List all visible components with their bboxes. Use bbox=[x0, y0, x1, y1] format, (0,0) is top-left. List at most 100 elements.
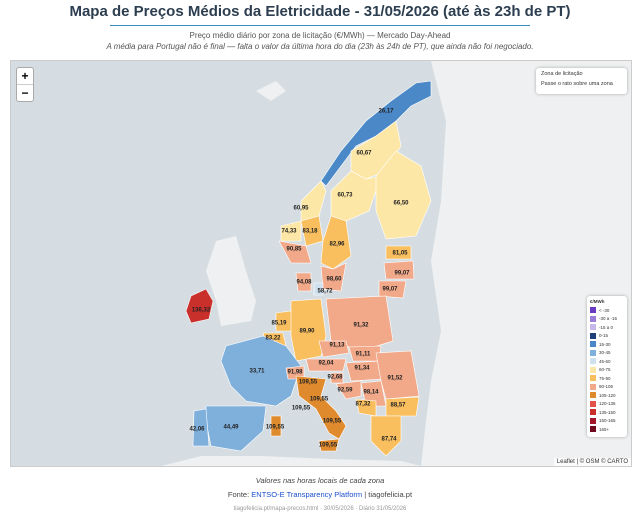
land bbox=[421, 61, 631, 466]
zone-price-label: 89,90 bbox=[299, 329, 315, 335]
land bbox=[256, 81, 286, 101]
zone-price-label: 83,18 bbox=[302, 229, 318, 235]
bidding-zone[interactable] bbox=[280, 220, 302, 242]
legend-item: 30-45 bbox=[590, 349, 624, 358]
bidding-zone[interactable] bbox=[305, 358, 347, 372]
bidding-zone[interactable] bbox=[385, 396, 420, 417]
zone-price-label: 91,34 bbox=[354, 366, 370, 372]
zone-price-label: 33,71 bbox=[249, 369, 265, 375]
legend-label: 30-45 bbox=[599, 350, 611, 356]
bidding-zone[interactable] bbox=[320, 215, 352, 270]
legend-swatch bbox=[590, 349, 596, 356]
legend-label: 0-15 bbox=[599, 333, 609, 339]
legend-swatch bbox=[590, 375, 596, 382]
bidding-zone[interactable] bbox=[192, 408, 210, 447]
legend-label: 120-135 bbox=[599, 401, 616, 407]
bidding-zone[interactable] bbox=[318, 340, 350, 358]
bidding-zone[interactable] bbox=[220, 335, 302, 407]
legend-label: 105-120 bbox=[599, 392, 616, 398]
legend-swatch bbox=[590, 324, 596, 331]
zoom-out[interactable]: − bbox=[21, 86, 29, 100]
bidding-zone[interactable] bbox=[378, 280, 407, 299]
bidding-zone[interactable] bbox=[375, 150, 432, 240]
title: Mapa de Preços Médios da Eletricidade - … bbox=[69, 3, 571, 20]
zone-price-label: 74,33 bbox=[281, 229, 297, 235]
legend-item: 60-75 bbox=[590, 366, 624, 375]
zone-price-label: 91,52 bbox=[387, 376, 403, 382]
legend-item: -15 a 0 bbox=[590, 323, 624, 332]
attribution[interactable]: Leaflet | © OSM © CARTO bbox=[553, 458, 631, 466]
zone-price-label: 91,32 bbox=[353, 323, 369, 329]
legend-label: 45-60 bbox=[599, 358, 611, 364]
legend-item: 75-90 bbox=[590, 374, 624, 383]
bidding-zone[interactable] bbox=[375, 350, 420, 400]
map[interactable]: 26,17 60,67 60,73 66,50 60,95 74,33 83,18 90,85… bbox=[10, 60, 632, 467]
legend-swatch bbox=[590, 426, 596, 433]
bidding-zone[interactable] bbox=[313, 282, 324, 296]
footer-url: tiagofelicia.pt/mapa-precos.html · 30/05… bbox=[233, 506, 407, 512]
zone-price-label: 58,72 bbox=[317, 289, 333, 295]
legend-swatch bbox=[590, 366, 596, 373]
bidding-zone[interactable] bbox=[370, 415, 402, 457]
legend-label: 75-90 bbox=[599, 375, 611, 381]
zone-price-label: 98,14 bbox=[363, 390, 379, 396]
info-box: Zona de licitação Passe o rato sobre uma… bbox=[536, 68, 627, 94]
bidding-zone[interactable] bbox=[383, 260, 415, 280]
bidding-zone[interactable] bbox=[320, 80, 432, 187]
zone-price-label: 92,04 bbox=[318, 361, 334, 367]
zone-price-label: 136,32 bbox=[192, 308, 211, 314]
title-rule bbox=[110, 25, 530, 26]
zone-price-label: 87,74 bbox=[381, 437, 397, 443]
zone-price-label: 42,06 bbox=[189, 427, 205, 433]
zone-price-label: 26,17 bbox=[378, 109, 394, 115]
legend-label: < -30 bbox=[599, 307, 610, 313]
zone-price-label: 60,67 bbox=[356, 151, 372, 157]
source-prefix: Fonte: bbox=[227, 490, 250, 499]
bidding-zone[interactable] bbox=[335, 380, 362, 400]
legend-label: 135-150 bbox=[599, 409, 616, 415]
zone-price-label: 60,95 bbox=[293, 206, 309, 212]
zone-price-label: 91,13 bbox=[329, 343, 345, 349]
legend-item: < -30 bbox=[590, 306, 624, 315]
bidding-zone[interactable] bbox=[295, 375, 347, 440]
map-canvas[interactable]: 26,17 60,67 60,73 66,50 60,95 74,33 83,18 90,85… bbox=[11, 61, 631, 466]
zone-price-label: 60,73 bbox=[337, 193, 353, 199]
bidding-zone[interactable] bbox=[270, 415, 282, 437]
subtitle: Preço médio diário por zona de licitação… bbox=[189, 31, 451, 40]
source-link[interactable]: ENTSO-E Transparency Platform bbox=[251, 490, 363, 499]
sea bbox=[11, 61, 261, 466]
bidding-zone[interactable] bbox=[185, 288, 214, 324]
legend-swatch bbox=[590, 315, 596, 322]
bidding-zone[interactable] bbox=[318, 438, 340, 452]
legend-swatch bbox=[590, 358, 596, 365]
zone-price-label: 82,96 bbox=[329, 242, 345, 248]
zone-price-label: 109,55 bbox=[310, 397, 329, 403]
legend-swatch bbox=[590, 400, 596, 407]
legend-swatch bbox=[590, 392, 596, 399]
bidding-zone[interactable] bbox=[385, 245, 412, 260]
land bbox=[206, 236, 256, 326]
zone-price-label: 90,85 bbox=[286, 247, 302, 253]
legend-item: 0-15 bbox=[590, 332, 624, 341]
legend-swatch bbox=[590, 332, 596, 339]
bidding-zone[interactable] bbox=[295, 272, 312, 292]
land bbox=[161, 456, 421, 466]
legend-swatch bbox=[590, 409, 596, 416]
legend-swatch bbox=[590, 383, 596, 390]
bidding-zone[interactable] bbox=[300, 180, 327, 222]
zone-price-label: 91,98 bbox=[287, 370, 303, 376]
zone-price-label: 109,55 bbox=[266, 425, 285, 431]
legend-label: 90-105 bbox=[599, 384, 614, 390]
zoom-in[interactable]: + bbox=[17, 68, 33, 85]
legend-item: 15-30 bbox=[590, 340, 624, 349]
bidding-zone[interactable] bbox=[278, 240, 312, 264]
info-title: Zona de licitação bbox=[541, 71, 583, 77]
zone-price-label: 85,19 bbox=[271, 321, 287, 327]
legend-swatch bbox=[590, 307, 596, 314]
legend-item: 165+ bbox=[590, 425, 624, 434]
zone-price-label: 109,55 bbox=[323, 419, 342, 425]
bidding-zone[interactable] bbox=[290, 298, 327, 362]
zone-price-label: 92,59 bbox=[337, 388, 353, 394]
legend-label: -15 a 0 bbox=[599, 324, 614, 330]
